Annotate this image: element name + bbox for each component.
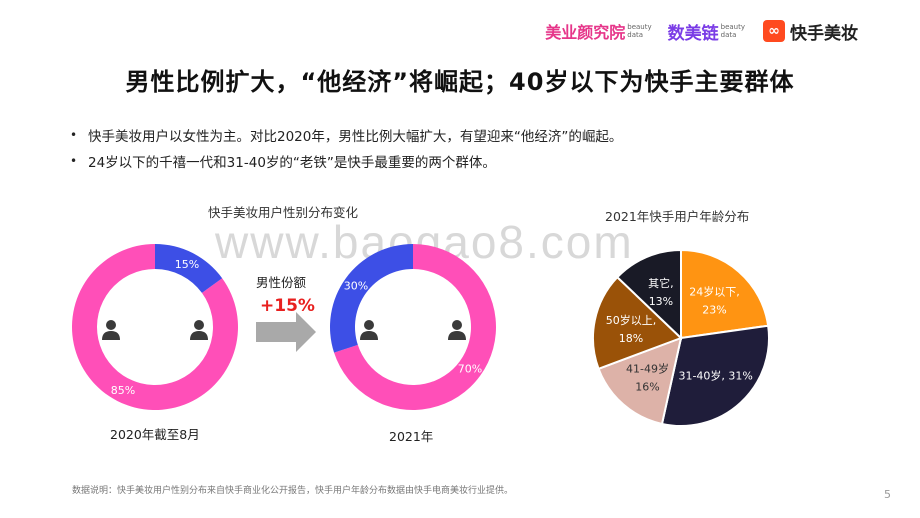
pie-label-value: 18% [619,332,643,345]
donut-label-female: 70% [458,362,482,375]
logo-shumeilian: 数美链 [667,23,719,44]
bullet-dot-icon: • [70,154,78,168]
pie-label-value: 13% [649,295,673,308]
pie-slice [660,324,770,427]
male-share-change: +15% [260,296,315,316]
donut-slice-male [155,244,223,293]
logo-kuaishou-meizhuang: ∞ 快手美妆 [763,19,858,44]
pie-label: 31-40岁, 31% [678,368,752,382]
donut-slice-female [334,244,496,410]
donut-slice-female [71,244,239,410]
logo1-sub-line2: data [627,31,644,39]
logo2-sub-line1: beauty [720,23,745,31]
pie-label-value: 23% [702,303,726,316]
pie-label: 其它, [648,276,674,290]
pie-label: 50岁以上, [606,313,657,327]
pie-label-value: 16% [635,381,659,394]
male-share-label: 男性份额 [256,275,307,290]
gender-chart-title: 快手美妆用户性别分布变化 [208,205,359,220]
user-icon [360,320,378,340]
donut-2021: 70% 30% [330,244,496,410]
kuaishou-logo-icon: ∞ [763,20,785,42]
logo-meiye-yanjiuyuan: 美业颜究院 [545,23,626,42]
user-icon [448,320,466,340]
logo2-sub-line2: data [720,31,737,39]
user-icon [190,320,208,340]
donut-label-male: 15% [175,258,199,271]
bullet-list: • 快手美妆用户以女性为主。对比2020年，男性比例大幅扩大，有望迎来“他经济”… [70,122,870,174]
pie-slice [592,275,683,371]
data-note: 数据说明：快手美妆用户性别分布来自快手商业化公开报告，快手用户年龄分布数据由快手… [72,486,514,496]
bullet-text: 快手美妆用户以女性为主。对比2020年，男性比例大幅扩大，有望迎来“他经济”的崛… [88,129,623,145]
donut-2020-caption: 2020年截至8月 [110,427,200,442]
logo3-text: 快手美妆 [790,23,858,44]
logo2-subtitle: beauty data [721,23,745,39]
donut-label-female: 85% [111,384,135,397]
age-chart-title: 2021年快手用户年龄分布 [605,209,750,224]
pie-slice [615,248,682,341]
bullet-text: 24岁以下的千禧一代和31-40岁的“老铁”是快手最重要的两个群体。 [88,155,496,171]
bullet-item: • 快手美妆用户以女性为主。对比2020年，男性比例大幅扩大，有望迎来“他经济”… [70,122,870,148]
user-icon [102,320,120,340]
age-pie: 24岁以下, 23% 31-40岁, 31% 41-49岁 16% 50岁以上, 18% 其它… [592,248,770,427]
bullet-item: • 24岁以下的千禧一代和31-40岁的“老铁”是快手最重要的两个群体。 [70,148,870,174]
page-number: 5 [884,488,891,501]
logo1-subtitle: beauty data [627,23,651,39]
pie-label: 41-49岁 [626,362,669,376]
donut-2021-caption: 2021年 [389,429,434,444]
growth-arrow-icon [256,312,316,352]
donut-slice-male [330,244,413,353]
donut-2020: 85% 15% [71,244,239,410]
bullet-dot-icon: • [70,128,78,142]
donut-label-male: 30% [344,280,368,293]
logo1-sub-line1: beauty [627,23,652,31]
pie-slice [597,336,683,426]
page-title: 男性比例扩大，“他经济”将崛起；40岁以下为快手主要群体 [125,68,795,96]
pie-slice [680,248,770,340]
pie-label: 24岁以下, [689,284,740,298]
header-logos: 美业颜究院 beauty data 数美链 beauty data ∞ 快手美妆 [545,16,858,46]
